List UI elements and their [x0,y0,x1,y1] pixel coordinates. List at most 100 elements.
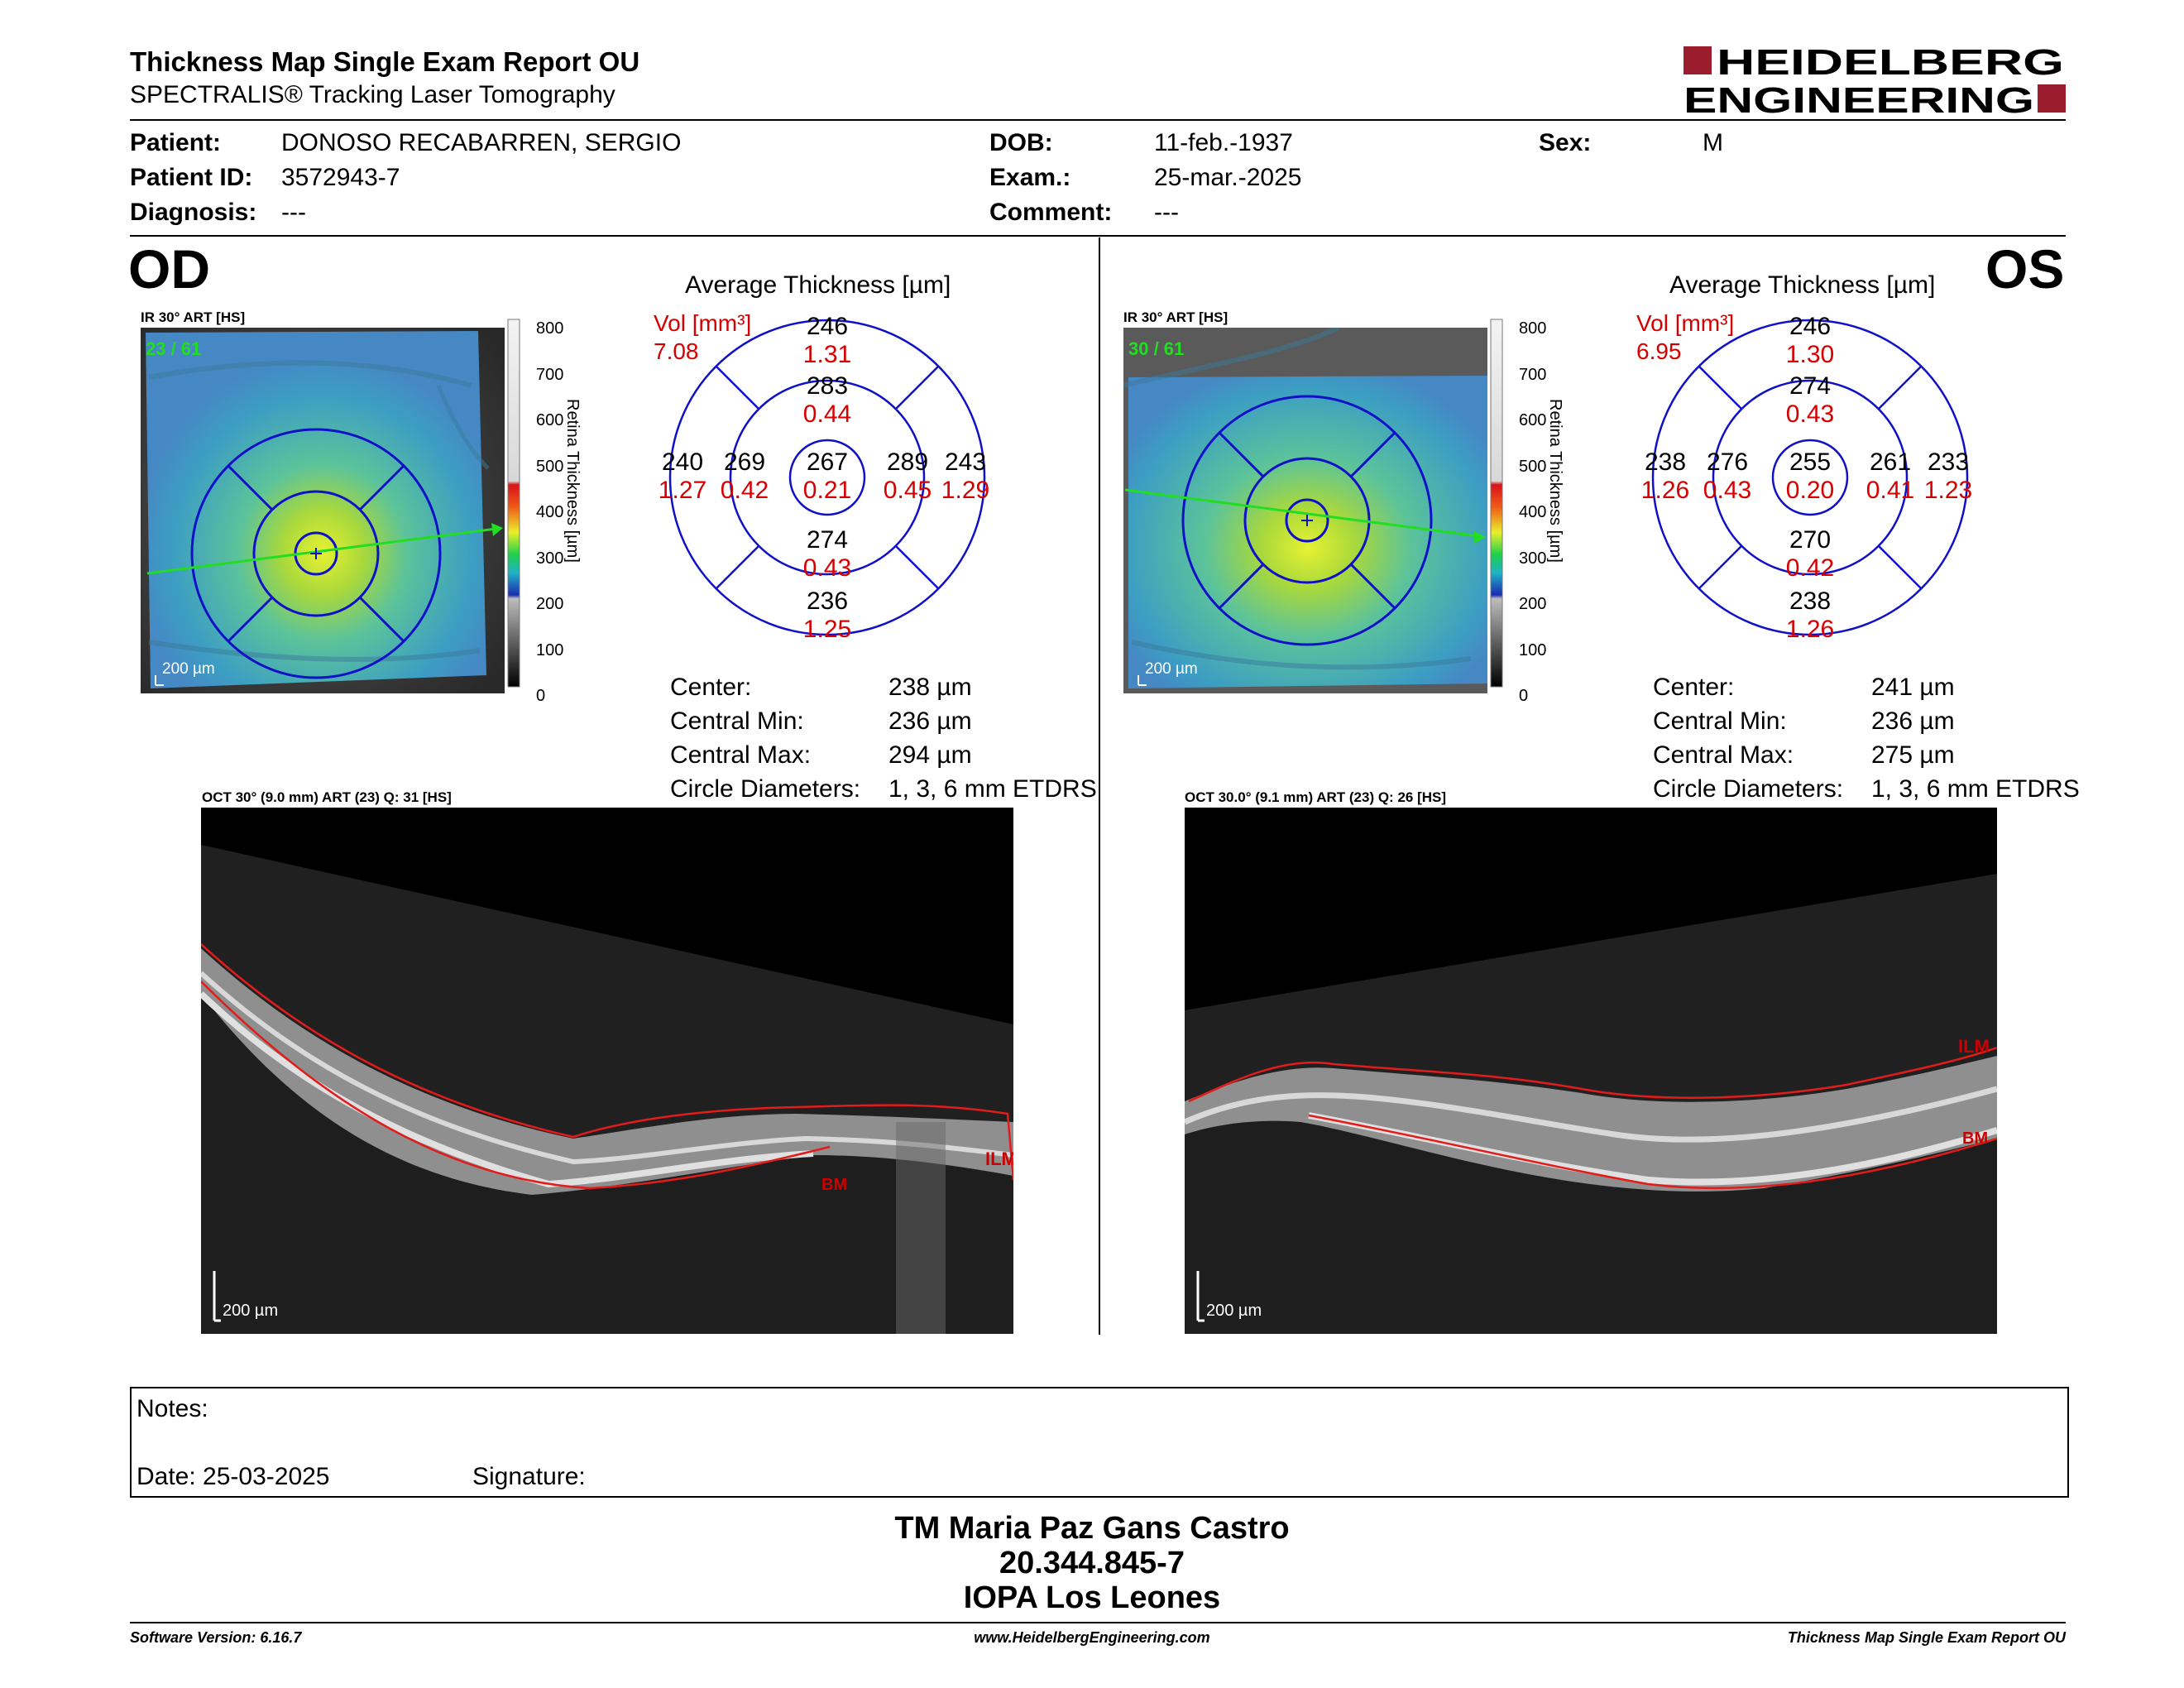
os-etdrs-values: 246 1.30 274 0.43 255 0.20 238 1.26 276 0.43 … [1638,309,1985,657]
scale-tick: 600 [536,411,564,429]
od-inner-left-volume: 0.42 [720,477,769,504]
notes-label: Notes: [136,1395,208,1422]
od-stat-value: 1, 3, 6 mm ETDRS [888,775,1097,803]
od-outer-top-volume: 1.31 [802,341,852,368]
signatory-rut: 20.344.845-7 [999,1546,1185,1580]
os-stat-label: Center: [1653,674,1735,701]
patient-rule [130,235,2066,237]
od-volume: Vol [mm³] 7.08 [654,309,751,366]
os-inner-left-thickness: 276 [1706,448,1749,476]
od-vol-value: 7.08 [654,338,699,364]
scale-tick: 200 [536,595,564,613]
os-etdrs-grid [1638,309,1985,657]
scale-tick: 400 [536,503,564,521]
od-stats-values: 238 µm 236 µm 294 µm 1, 3, 6 mm ETDRS [888,670,1097,806]
os-center-volume: 0.20 [1785,477,1835,504]
od-inner-left-thickness: 269 [723,448,766,476]
os-scale-ticks: 800 700 600 500 400 300 200 100 0 [1519,306,1546,720]
od-outer-left-volume: 1.27 [658,477,707,504]
report-title: Thickness Map Single Exam Report OU [130,46,640,77]
od-stat-value: 238 µm [888,674,972,701]
scale-tick: 300 [536,549,564,568]
footer-report-name: Thickness Map Single Exam Report OU [1787,1629,2066,1646]
os-stat-value: 1, 3, 6 mm ETDRS [1871,775,2080,803]
website-link[interactable]: www.HeidelbergEngineering.com [974,1629,1210,1646]
dob-value: 11-feb.-1937 [1154,129,1293,156]
od-stat-label: Circle Diameters: [670,775,861,803]
od-outer-right-thickness: 243 [944,448,987,476]
os-inner-right-thickness: 261 [1869,448,1912,476]
od-vol-label: Vol [mm³] [654,310,752,336]
scale-tick: 0 [536,687,546,705]
software-version: Software Version: 6.16.7 [130,1629,302,1646]
scale-tick: 300 [1519,549,1547,568]
od-inner-bottom-volume: 0.43 [802,554,852,582]
os-outer-left-thickness: 238 [1644,448,1687,476]
os-avg-title: Average Thickness [µm] [1669,271,1936,299]
od-scale-ticks: 800 700 600 500 400 300 200 100 0 [536,306,563,720]
os-stats-values: 241 µm 236 µm 275 µm 1, 3, 6 mm ETDRS [1871,670,2080,806]
scale-tick: 500 [536,457,564,476]
os-bm-label: BM [1962,1129,1988,1148]
od-oct-scalebar: 200 µm [223,1302,278,1320]
eye-divider [1099,237,1100,1335]
scale-tick: 100 [536,640,564,659]
od-outer-right-volume: 1.29 [941,477,990,504]
od-stat-value: 236 µm [888,707,972,735]
date-label: Date: 25-03-2025 [136,1463,330,1490]
os-inner-top-volume: 0.43 [1785,400,1835,428]
os-ilm-label: ILM [1958,1036,1990,1057]
od-outer-left-thickness: 240 [661,448,704,476]
scale-tick: 100 [1519,640,1547,659]
os-inner-bottom-volume: 0.42 [1785,554,1835,582]
exam-label: Exam.: [989,164,1071,191]
os-outer-right-volume: 1.23 [1923,477,1973,504]
scale-tick: 700 [1519,365,1547,384]
sex-value: M [1703,129,1723,156]
comment-label: Comment: [989,199,1113,226]
os-stat-value: 236 µm [1871,707,1955,735]
os-stat-label: Circle Diameters: [1653,775,1844,803]
signatory-institution: IOPA Los Leones [963,1580,1221,1615]
patient-label: Patient: [130,129,222,156]
os-outer-bottom-thickness: 238 [1789,587,1832,615]
od-scale-title: Retina Thickness [µm] [563,399,582,563]
header-rule [130,119,2066,121]
heidelberg-logo: HEIDELBERG ENGINEERING [1684,42,2066,121]
scale-tick: 700 [536,365,564,384]
od-etdrs-values: 246 1.31 283 0.44 267 0.21 240 1.27 269 0.42 … [655,309,1003,657]
od-frame-count: 23 / 61 [146,338,201,359]
od-outer-top-thickness: 246 [806,313,849,340]
signature-label: Signature: [472,1463,586,1490]
od-inner-right-volume: 0.45 [883,477,932,504]
od-fundus-thickness-map: 23 / 61 200 µm [141,328,505,693]
od-stat-label: Central Min: [670,707,804,735]
od-eye-label: OD [128,238,210,300]
comment-value: --- [1154,199,1179,226]
os-oct-label: OCT 30.0° (9.1 mm) ART (23) Q: 26 [HS] [1185,789,1447,805]
od-oct-label: OCT 30° (9.0 mm) ART (23) Q: 31 [HS] [202,789,452,805]
notes-box: Notes: Date: 25-03-2025 Signature: [130,1387,2069,1498]
os-inner-top-thickness: 274 [1789,372,1832,400]
os-stat-value: 275 µm [1871,741,1955,769]
footer-rule [130,1622,2066,1623]
os-ir-label: IR 30° ART [HS] [1123,309,1228,325]
signatory-name: TM Maria Paz Gans Castro [894,1511,1290,1546]
os-fundus-scalebar: 200 µm [1145,660,1198,678]
os-stat-label: Central Max: [1653,741,1794,769]
sex-label: Sex: [1539,129,1592,156]
od-avg-title: Average Thickness [µm] [685,271,951,299]
od-etdrs-grid [655,309,1003,657]
os-volume: Vol [mm³] 6.95 [1636,309,1734,366]
scale-tick: 200 [1519,595,1547,613]
od-color-scale [506,311,597,692]
logo-line2: ENGINEERING [1684,80,2034,116]
diagnosis-label: Diagnosis: [130,199,257,226]
od-inner-top-volume: 0.44 [802,400,852,428]
scale-tick: 400 [1519,503,1547,521]
os-color-scale [1489,311,1580,692]
od-fundus-scalebar: 200 µm [162,660,215,678]
os-oct-scalebar: 200 µm [1206,1302,1262,1320]
scale-tick: 0 [1519,687,1529,705]
os-vol-value: 6.95 [1636,338,1682,364]
